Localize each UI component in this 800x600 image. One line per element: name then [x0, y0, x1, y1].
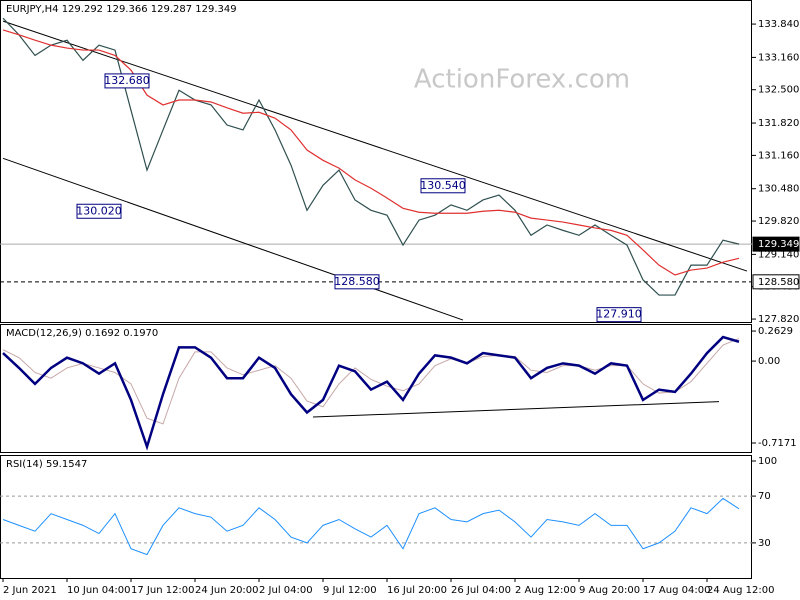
- price-label: 129.349: [758, 239, 799, 250]
- annotation-label: 132.680: [104, 74, 150, 87]
- trendline: [2, 20, 748, 272]
- y-tick-label: 100: [758, 456, 777, 467]
- y-tick-label: 130.480: [758, 184, 799, 195]
- x-tick-label: 9 Aug 20:00: [579, 585, 640, 596]
- annotation-box: [420, 178, 466, 194]
- x-tick-label: 24 Jun 20:00: [195, 585, 259, 596]
- trendline: [312, 401, 720, 418]
- series-line: [2, 338, 740, 425]
- series-line: [2, 497, 740, 556]
- panel-title: MACD(12,26,9) 0.1692 0.1970: [6, 328, 158, 339]
- y-tick-label: 132.500: [758, 85, 799, 96]
- x-tick-label: 2 Jul 04:00: [259, 585, 313, 596]
- x-tick-label: 10 Jun 04:00: [67, 585, 131, 596]
- x-tick-label: 24 Aug 12:00: [707, 585, 774, 596]
- trendline: [2, 157, 464, 321]
- panel-frame: [0, 324, 752, 453]
- y-tick-label: 0.2629: [758, 326, 793, 337]
- y-tick-label: 0.00: [758, 356, 780, 367]
- y-tick-label: 133.840: [758, 19, 799, 30]
- y-tick-label: 129.820: [758, 216, 799, 227]
- watermark: ActionForex.com: [414, 65, 630, 95]
- x-tick-label: 17 Jun 12:00: [131, 585, 195, 596]
- x-tick-label: 26 Jul 04:00: [451, 585, 511, 596]
- price-label: 128.580: [758, 277, 799, 288]
- series-line: [2, 335, 740, 451]
- y-tick-label: 127.820: [758, 314, 799, 325]
- annotation-box: [596, 307, 642, 323]
- panel-title: EURJPY,H4 129.292 129.366 129.287 129.34…: [6, 4, 237, 15]
- price-label-box: [752, 274, 800, 290]
- series-line: [2, 29, 740, 276]
- y-tick-label: -0.7171: [758, 438, 797, 449]
- panel-frame: [0, 455, 752, 579]
- x-tick-label: 2 Aug 12:00: [515, 585, 576, 596]
- annotation-label: 130.020: [76, 204, 122, 217]
- annotation-label: 128.580: [334, 275, 380, 288]
- y-tick-label: 133.160: [758, 52, 799, 63]
- price-label-box: [752, 236, 800, 252]
- series-line: [2, 17, 740, 296]
- x-tick-label: 17 Aug 04:00: [643, 585, 710, 596]
- x-tick-label: 9 Jul 12:00: [323, 585, 377, 596]
- y-tick-label: 129.140: [758, 249, 799, 260]
- panel-title: RSI(14) 59.1547: [6, 459, 87, 470]
- annotation-label: 127.910: [596, 308, 642, 321]
- y-tick-label: 131.160: [758, 150, 799, 161]
- annotation-box: [104, 73, 150, 89]
- y-tick-label: 70: [758, 491, 771, 502]
- y-tick-label: 131.820: [758, 118, 799, 129]
- y-tick-label: 30: [758, 538, 771, 549]
- panel-frame: [0, 0, 752, 323]
- x-tick-label: 2 Jun 2021: [3, 585, 57, 596]
- x-tick-label: 16 Jul 20:00: [387, 585, 447, 596]
- annotation-box: [76, 203, 122, 219]
- annotation-box: [334, 274, 380, 290]
- annotation-label: 130.540: [420, 179, 466, 192]
